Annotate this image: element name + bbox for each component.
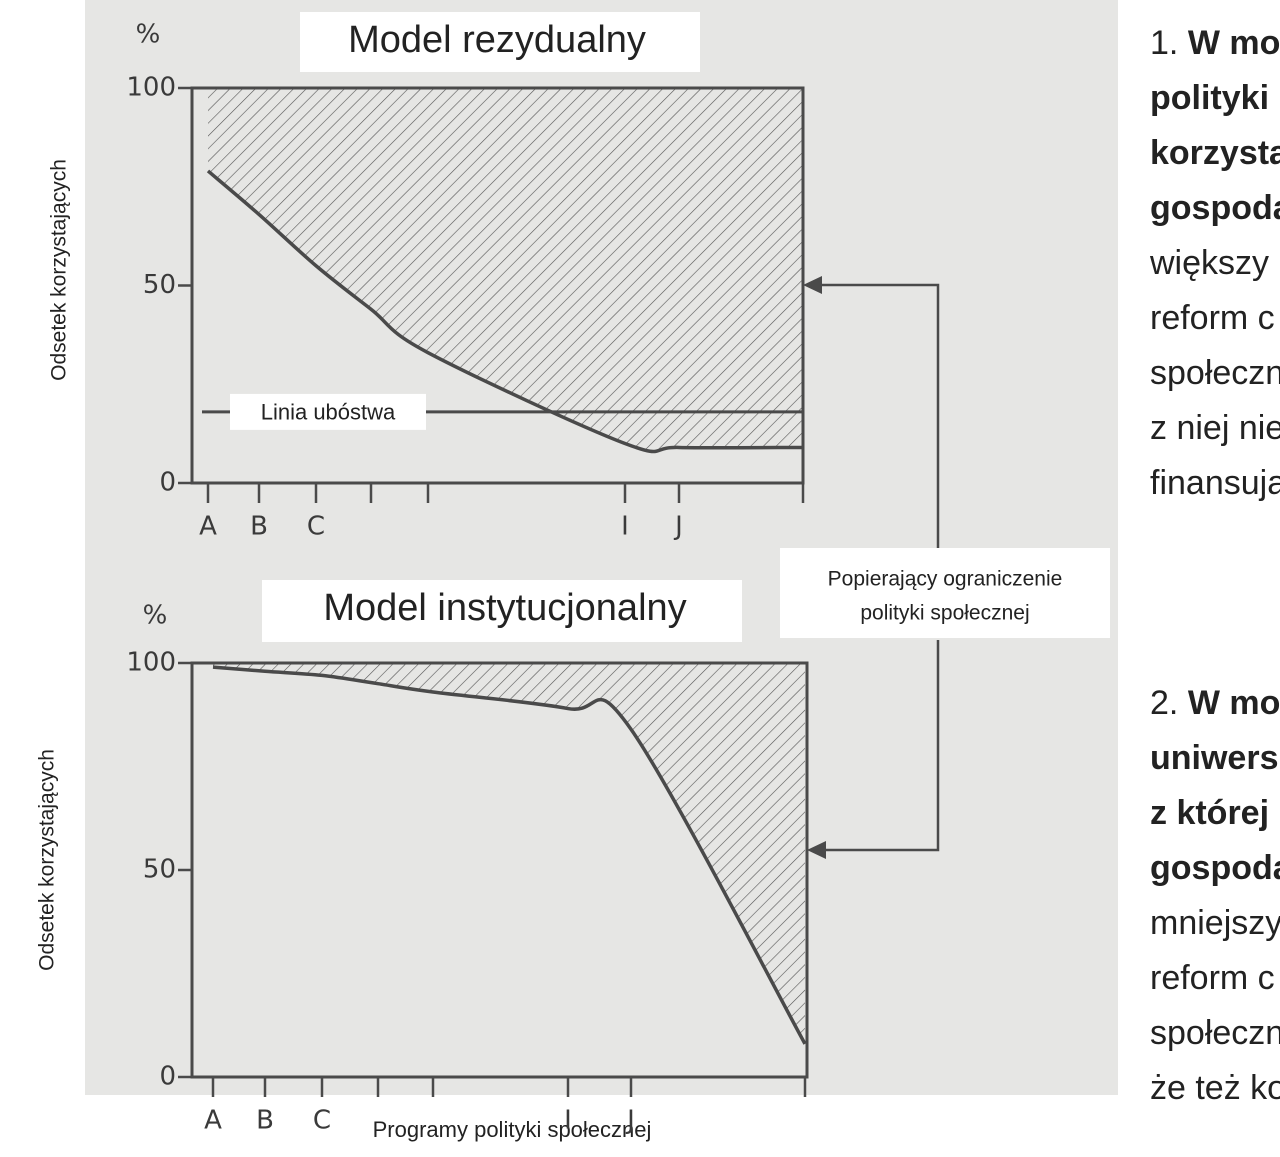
- y-axis-label: Odsetek korzystających: [48, 159, 71, 381]
- text-segment: reform c: [1150, 959, 1275, 997]
- text-segment: W mo: [1188, 24, 1280, 62]
- text-segment: finansuja: [1150, 464, 1280, 502]
- annotation: Linia ubóstwa: [261, 400, 396, 425]
- curve: [206, 169, 804, 454]
- text-line: gospoda: [1150, 189, 1280, 227]
- text-line: większy: [1149, 244, 1269, 282]
- right-text: 1. W mo polityki korzysta gospoda większy ref…: [1149, 24, 1280, 1107]
- hatched-area: [208, 88, 803, 452]
- text-segment: społeczn: [1150, 354, 1280, 392]
- chart-title: Model instytucjonalny: [323, 587, 686, 629]
- chart-title: Model rezydualny: [348, 19, 646, 61]
- text-line: że też ko: [1150, 1069, 1280, 1107]
- x-tick-label: J: [673, 512, 683, 542]
- y-tick-label: 0: [159, 468, 176, 498]
- x-tick-label: I: [621, 512, 629, 542]
- text-line: finansuja: [1150, 464, 1280, 502]
- text-line: reform c: [1150, 299, 1275, 337]
- text-line: 2. W mo: [1150, 684, 1280, 722]
- x-tick-label: B: [256, 1106, 274, 1136]
- unit-label: %: [136, 20, 161, 50]
- x-tick-label: J: [625, 1106, 635, 1136]
- text-segment: mniejszy: [1150, 904, 1280, 942]
- x-tick-label: A: [204, 1106, 222, 1136]
- text-line: 1. W mo: [1150, 24, 1280, 62]
- x-tick-label: B: [250, 512, 268, 542]
- y-tick-label: 100: [126, 73, 176, 103]
- text-segment: W mo: [1188, 684, 1280, 722]
- text-segment: 2.: [1150, 684, 1188, 722]
- white-left: [0, 0, 85, 1157]
- text-line: z niej nie: [1150, 409, 1280, 447]
- text-segment: korzysta: [1150, 134, 1280, 172]
- text-line: społeczn: [1150, 1014, 1280, 1052]
- annotation-box: [230, 393, 426, 430]
- text-segment: uniwers: [1150, 739, 1278, 777]
- arrow-label: Popierający ograniczenie: [828, 568, 1063, 591]
- text-line: polityki: [1150, 79, 1269, 117]
- y-tick-label: 50: [143, 270, 176, 300]
- text-segment: z której: [1150, 794, 1269, 832]
- charts: Model rezydualny% Odsetek korzystających 0…: [36, 19, 809, 1136]
- curve: [212, 665, 807, 1045]
- text-segment: polityki: [1150, 79, 1269, 117]
- x-tick-label: C: [307, 512, 325, 542]
- text-line: korzysta: [1150, 134, 1280, 172]
- text-line: reform c: [1150, 959, 1275, 997]
- text-line: gospoda: [1150, 849, 1280, 887]
- title-box: [300, 12, 700, 72]
- text-line: uniwers: [1150, 739, 1278, 777]
- label-box: [265, 1100, 765, 1157]
- text-segment: gospoda: [1150, 189, 1280, 227]
- arrow-label: polityki społecznej: [860, 602, 1029, 625]
- x-axis-label: Programy polityki społecznej: [373, 1117, 652, 1142]
- x-tick-label: A: [199, 512, 217, 542]
- text-segment: że też ko: [1150, 1069, 1280, 1107]
- text-segment: reform c: [1150, 299, 1275, 337]
- text-column: [1118, 0, 1280, 1157]
- title-box: [262, 580, 742, 642]
- y-tick-label: 50: [143, 855, 176, 885]
- hatched-area: [213, 663, 805, 1044]
- x-tick-label: C: [313, 1106, 331, 1136]
- text-line: mniejszy: [1150, 904, 1280, 942]
- x-tick-label: I: [564, 1106, 572, 1136]
- text-segment: społeczn: [1150, 1014, 1280, 1052]
- text-line: społeczn: [1150, 354, 1280, 392]
- text-line: z której: [1150, 794, 1269, 832]
- y-tick-label: 100: [126, 648, 176, 678]
- unit-label: %: [143, 601, 168, 631]
- text-segment: większy: [1149, 244, 1269, 282]
- text-segment: 1.: [1150, 24, 1188, 62]
- y-axis-label: Odsetek korzystających: [36, 749, 59, 971]
- y-tick-label: 0: [159, 1062, 176, 1092]
- arrow-lines: [815, 283, 940, 852]
- text-segment: z niej nie: [1150, 409, 1280, 447]
- label-box: [780, 548, 1110, 638]
- text-segment: gospoda: [1150, 849, 1280, 887]
